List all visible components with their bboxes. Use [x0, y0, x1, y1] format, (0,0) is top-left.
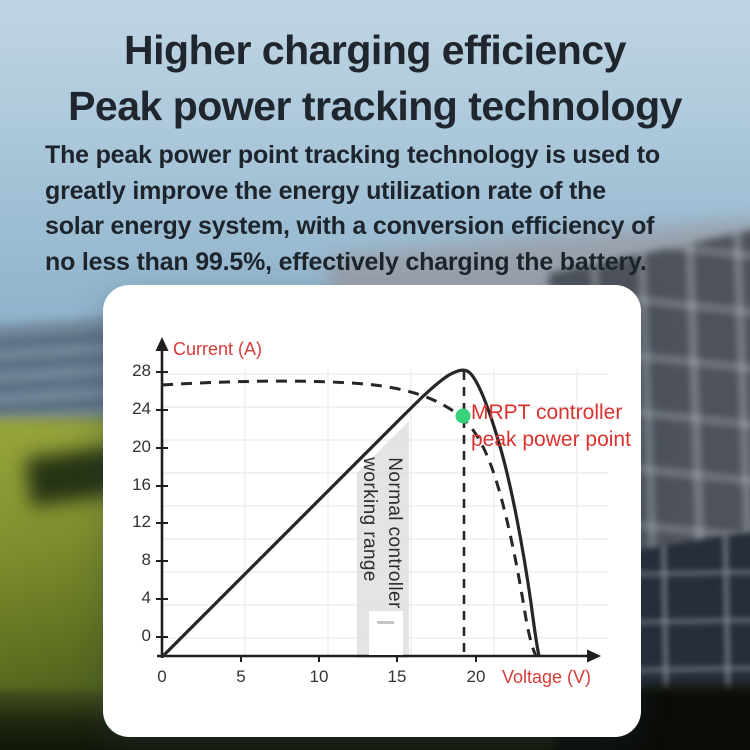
working-range-label-line-1: Normal controller	[384, 457, 405, 609]
working-range-label-line-2: working range	[359, 457, 380, 582]
working-range-band	[357, 421, 409, 658]
y-tick-4: 4	[141, 588, 151, 607]
y-tick-12: 12	[132, 512, 151, 531]
description-line: greatly improve the energy utilization r…	[45, 176, 606, 205]
x-tick-0: 0	[157, 667, 167, 686]
watermark-box	[369, 611, 403, 655]
chart-card: Current (A) Voltage (V) 28 24 20 16 12 8…	[103, 285, 641, 737]
title-line-1: Higher charging efficiency	[124, 27, 626, 73]
x-axis-arrow	[587, 649, 601, 663]
description-line: solar energy system, with a conversion e…	[45, 212, 655, 240]
axes	[157, 349, 589, 658]
tick-marks	[156, 371, 477, 662]
y-tick-20: 20	[132, 437, 151, 456]
x-axis-label: Voltage (V)	[502, 667, 592, 687]
x-tick-10: 10	[309, 667, 329, 686]
x-tick-15: 15	[387, 667, 407, 686]
dashed-current-curve	[161, 379, 538, 657]
description-line: no less than 99.5%, effectively charging…	[45, 247, 647, 276]
description-paragraph: The peak power point tracking technology…	[45, 138, 715, 280]
description-line: The peak power point tracking technology…	[45, 141, 660, 169]
peak-power-point-dot	[455, 408, 471, 424]
y-tick-28: 28	[132, 361, 151, 380]
peak-annotation-line-2: peak power point	[471, 428, 631, 451]
watermark-mark	[377, 621, 394, 624]
y-axis-label: Current (A)	[173, 339, 263, 359]
y-tick-0: 0	[141, 626, 151, 645]
title-line-2: Peak power tracking technology	[68, 83, 682, 129]
y-axis-arrow	[155, 337, 169, 351]
y-tick-8: 8	[141, 550, 151, 569]
peak-annotation-line-1: MRPT controller	[471, 401, 623, 424]
solid-output-curve	[160, 368, 541, 659]
x-tick-5: 5	[236, 667, 246, 686]
y-tick-16: 16	[132, 475, 151, 494]
peak-annotation: MRPT controller peak power point	[471, 399, 631, 453]
page-title: Higher charging efficiency Peak power tr…	[0, 22, 750, 134]
working-range-label: Normal controller working range	[357, 457, 407, 608]
x-tick-20: 20	[466, 667, 486, 686]
y-tick-24: 24	[132, 399, 151, 418]
